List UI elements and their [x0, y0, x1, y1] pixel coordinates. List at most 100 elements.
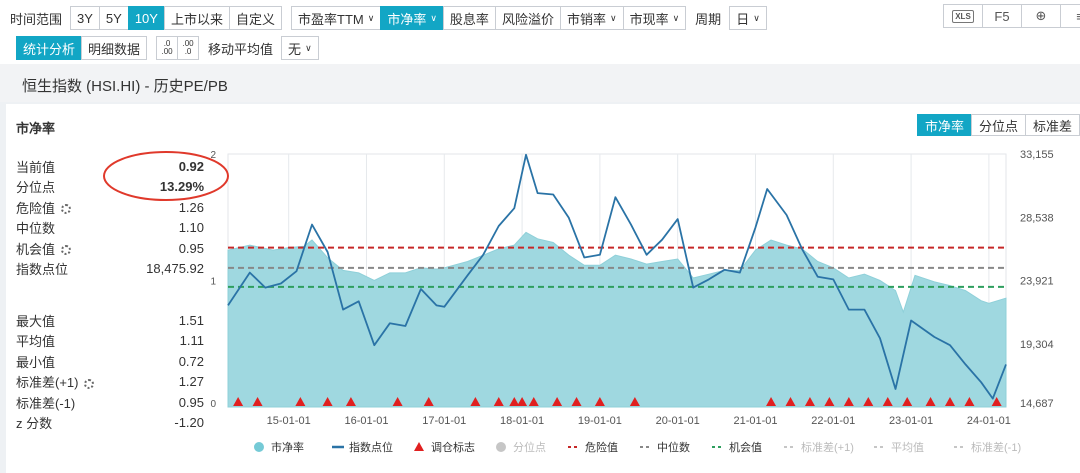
stat-row: 最大值 1.51 — [16, 310, 204, 330]
rebalance-marker — [322, 397, 333, 406]
rebalance-marker — [423, 397, 434, 406]
metric-pe-ttm-label: 市盈率TTM — [298, 11, 364, 27]
range-custom-button[interactable]: 自定义 — [228, 6, 282, 30]
metric-pcf-button[interactable]: 市现率 ∨ — [622, 6, 687, 30]
stat-label: 标准差(+1) — [16, 372, 95, 391]
right-axis-tick-label: 19,304 — [1020, 339, 1054, 351]
title-bar: 恒生指数 (HSI.HI) - 历史PE/PB — [0, 64, 1080, 102]
legend-label[interactable]: 危险值 — [585, 440, 618, 454]
detail-data-tab[interactable]: 明细数据 — [81, 36, 148, 60]
plus-circle-icon: ⊕ — [1035, 8, 1047, 23]
decimal-decrease-button[interactable]: .00.0 — [177, 36, 200, 60]
tab-std[interactable]: 标准差 — [1024, 114, 1080, 136]
legend-label[interactable]: 分位点 — [513, 440, 546, 454]
legend-label[interactable]: 标准差(-1) — [971, 440, 1021, 454]
legend-triangle-icon[interactable] — [414, 442, 424, 451]
stats-analysis-tab[interactable]: 统计分析 — [16, 36, 83, 60]
annotation-ellipse — [103, 151, 229, 201]
stat-row: 分位点 13.29% — [16, 177, 204, 197]
metric-pb-label: 市净率 — [387, 11, 427, 27]
stat-label: 分位点 — [16, 180, 56, 195]
rebalance-marker — [517, 397, 528, 406]
rebalance-marker — [944, 397, 955, 406]
menu-button[interactable]: ≡ — [1060, 4, 1080, 28]
metric-dividend-button[interactable]: 股息率 — [442, 6, 496, 30]
menu-icon: ≡ — [1076, 9, 1080, 24]
legend-label[interactable]: 标准差(+1) — [801, 440, 854, 454]
x-tick-label: 24-01-01 — [967, 415, 1011, 427]
legend-label[interactable]: 市净率 — [271, 440, 304, 454]
toolbar-right-icons: XLS F5 ⊕ ≡ — [943, 4, 1080, 28]
chart-panel: 市净率 市净率 分位点 标准差 当前值 0.92 分位点 13.29% 危险值 1.26 中… — [6, 104, 1080, 473]
left-axis-tick-label: 0 — [210, 399, 216, 410]
metric-ps-button[interactable]: 市销率 ∨ — [559, 6, 624, 30]
stat-value: 0.92 — [178, 158, 204, 174]
rebalance-marker — [766, 397, 777, 406]
stat-label: 平均值 — [16, 334, 56, 349]
range-since-listing-button[interactable]: 上市以来 — [163, 6, 230, 30]
x-tick-label: 17-01-01 — [422, 415, 466, 427]
stat-label: 标准差(-1) — [16, 395, 76, 411]
legend-dot-icon[interactable] — [254, 442, 264, 452]
stat-label: 指数点位 — [16, 262, 69, 277]
stat-value: 0.95 — [178, 240, 204, 256]
chevron-down-icon: ∨ — [367, 12, 375, 23]
index-line-series — [227, 153, 1007, 400]
panel-title: 市净率 — [16, 121, 56, 136]
rebalance-marker — [843, 397, 854, 406]
rebalance-marker — [470, 397, 481, 406]
right-axis-tick-label: 33,155 — [1020, 149, 1054, 161]
chevron-down-icon: ∨ — [609, 12, 617, 23]
zoom-in-button[interactable]: ⊕ — [1021, 4, 1061, 28]
panel-tabs: 市净率 分位点 标准差 — [916, 114, 1080, 136]
x-tick-label: 20-01-01 — [656, 415, 700, 427]
metric-pb-button[interactable]: 市净率 ∨ — [380, 6, 444, 30]
legend-label[interactable]: 指数点位 — [349, 440, 393, 454]
rebalance-marker — [804, 397, 815, 406]
range-10y-button[interactable]: 10Y — [127, 6, 165, 30]
stat-label: 机会值 — [16, 239, 72, 258]
stat-label: 中位数 — [16, 221, 56, 236]
stat-row: 最小值 0.72 — [16, 351, 204, 371]
decimal-icon-top: .0 — [163, 39, 171, 48]
range-5y-button[interactable]: 5Y — [98, 6, 129, 30]
rebalance-marker — [629, 397, 640, 406]
gear-icon[interactable] — [61, 204, 72, 215]
x-tick-label: 16-01-01 — [344, 415, 388, 427]
period-select[interactable]: 日 ∨ — [729, 6, 767, 30]
stat-value: 18,475.92 — [146, 261, 204, 276]
period-label: 周期 — [695, 11, 722, 27]
metric-risk-premium-button[interactable]: 风险溢价 — [494, 6, 561, 30]
decimal-icon-bottom: .0 — [184, 47, 192, 56]
stat-value: 1.51 — [178, 312, 204, 328]
tab-percentile[interactable]: 分位点 — [970, 114, 1026, 136]
stat-row: 危险值 1.26 — [16, 197, 204, 217]
gear-icon[interactable] — [84, 378, 95, 389]
right-axis-tick-label: 14,687 — [1020, 398, 1054, 410]
moving-average-select[interactable]: 无 ∨ — [281, 36, 319, 60]
stat-row: 标准差(-1) 0.95 — [16, 392, 204, 412]
legend-label[interactable]: 调仓标志 — [431, 440, 475, 454]
legend-label[interactable]: 平均值 — [891, 441, 924, 454]
rebalance-marker — [863, 397, 874, 406]
rebalance-marker — [509, 397, 520, 406]
x-tick-label: 23-01-01 — [889, 415, 933, 427]
export-xls-button[interactable]: XLS — [943, 4, 983, 28]
legend-label[interactable]: 机会值 — [729, 440, 762, 454]
stat-value: -1.20 — [174, 415, 204, 430]
stat-row: 机会值 0.95 — [16, 238, 204, 258]
stat-value: 0.72 — [178, 353, 204, 369]
metric-pcf-label: 市现率 — [629, 11, 669, 27]
gear-icon[interactable] — [61, 245, 72, 256]
refresh-f5-button[interactable]: F5 — [982, 4, 1022, 28]
decimal-increase-button[interactable]: .0.00 — [156, 36, 179, 60]
chevron-down-icon: ∨ — [753, 12, 760, 23]
range-3y-button[interactable]: 3Y — [70, 6, 100, 30]
x-tick-label: 22-01-01 — [811, 415, 855, 427]
metric-pe-ttm-button[interactable]: 市盈率TTM ∨ — [291, 6, 382, 30]
metric-ps-label: 市销率 — [566, 11, 606, 27]
rebalance-marker — [991, 397, 1002, 406]
legend-label[interactable]: 中位数 — [657, 440, 690, 454]
rebalance-marker — [233, 397, 244, 406]
legend-dot-icon[interactable] — [496, 442, 506, 452]
